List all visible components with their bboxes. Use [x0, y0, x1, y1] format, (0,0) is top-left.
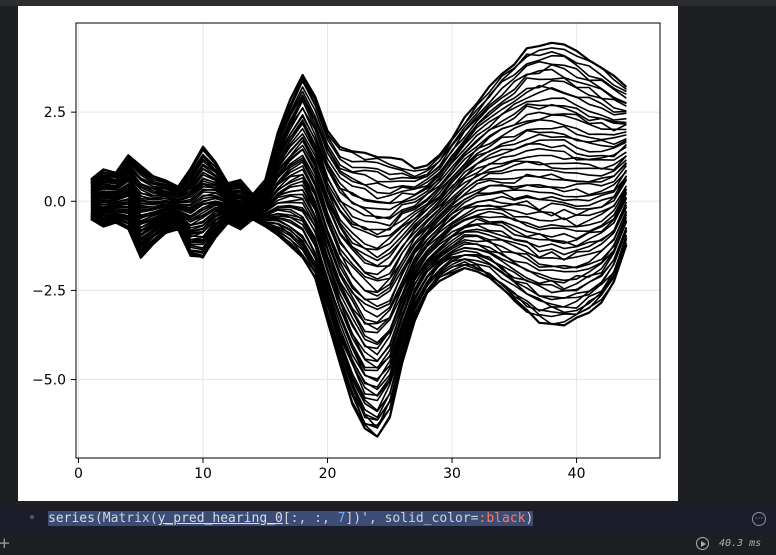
- top-strip: [0, 0, 776, 6]
- series-line: [90, 136, 627, 259]
- code-cell[interactable]: series(Matrix(y_pred_hearing_0[:, :, 7])…: [0, 507, 776, 533]
- code-selection: series(Matrix(y_pred_hearing_0[:, :, 7])…: [48, 511, 534, 526]
- series-line: [90, 213, 628, 397]
- grid: [76, 23, 660, 458]
- axis-frame: [75, 22, 661, 459]
- series-line: [90, 125, 627, 238]
- code-keyword-arg: ', solid_color=: [361, 511, 479, 526]
- series-plot: 0 10 20 30 40 2.5 0.0 −2.5 −5.0: [32, 22, 661, 482]
- x-axis: 0 10 20 30 40: [74, 458, 585, 482]
- series-line: [90, 111, 627, 227]
- y-tick-label: 0.0: [44, 194, 66, 210]
- series-line: [90, 148, 627, 268]
- play-circle-icon[interactable]: [696, 537, 709, 550]
- code-index-open: [:, :,: [282, 511, 338, 526]
- series-line: [90, 68, 627, 198]
- x-tick-label: 0: [74, 466, 83, 482]
- series-line: [90, 84, 627, 204]
- cell-marker-icon: [30, 515, 34, 519]
- left-gutter: [0, 6, 18, 501]
- code-paren: ): [525, 511, 534, 526]
- x-tick-label: 40: [568, 466, 586, 482]
- code-symbol: :black: [478, 511, 526, 526]
- series-line: [90, 198, 628, 362]
- code-number: 7: [337, 511, 346, 526]
- y-tick-label: −5.0: [32, 373, 66, 389]
- x-tick-label: 10: [194, 466, 212, 482]
- series-line: [90, 77, 627, 199]
- code-matrix: Matrix: [102, 511, 150, 526]
- series-line: [90, 178, 628, 324]
- code-identifier: y_pred_hearing_0: [157, 511, 283, 526]
- series-line: [90, 41, 628, 196]
- x-tick-label: 30: [443, 466, 461, 482]
- series-line: [90, 140, 627, 262]
- x-tick-label: 20: [319, 466, 337, 482]
- y-axis: 2.5 0.0 −2.5 −5.0: [32, 105, 76, 389]
- plot-output: 0 10 20 30 40 2.5 0.0 −2.5 −5.0: [18, 6, 678, 501]
- ellipsis-circle-icon[interactable]: ···: [752, 512, 766, 526]
- series-line: [90, 168, 627, 301]
- y-tick-label: −2.5: [32, 283, 66, 299]
- y-tick-label: 2.5: [44, 105, 66, 121]
- plus-icon[interactable]: +: [0, 534, 11, 552]
- code-paren: (: [94, 511, 103, 526]
- series-lines: [90, 41, 628, 438]
- code-index-close: ]): [345, 511, 362, 526]
- status-bar: + 40.3 ms: [0, 533, 776, 555]
- series-line: [90, 54, 627, 197]
- code-paren: (: [149, 511, 158, 526]
- series-line: [90, 211, 628, 380]
- right-gutter: [678, 6, 776, 501]
- code-input[interactable]: series(Matrix(y_pred_hearing_0[:, :, 7])…: [48, 510, 534, 528]
- series-line: [90, 209, 628, 372]
- series-line: [90, 185, 628, 331]
- run-time: 40.3 ms: [719, 538, 762, 549]
- code-function: series: [48, 511, 95, 526]
- series-line: [90, 191, 628, 346]
